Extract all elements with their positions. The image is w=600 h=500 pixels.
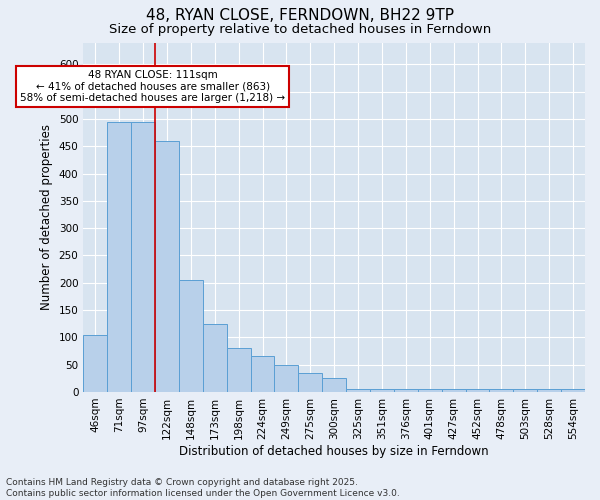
Bar	[370, 389, 394, 392]
Text: 48, RYAN CLOSE, FERNDOWN, BH22 9TP: 48, RYAN CLOSE, FERNDOWN, BH22 9TP	[146, 8, 454, 22]
Bar	[298, 373, 322, 392]
Bar	[274, 364, 298, 392]
Text: Contains HM Land Registry data © Crown copyright and database right 2025.
Contai: Contains HM Land Registry data © Crown c…	[6, 478, 400, 498]
Bar	[346, 389, 370, 392]
X-axis label: Distribution of detached houses by size in Ferndown: Distribution of detached houses by size …	[179, 444, 489, 458]
Bar	[394, 389, 418, 392]
Bar	[131, 122, 155, 392]
Text: 48 RYAN CLOSE: 111sqm
← 41% of detached houses are smaller (863)
58% of semi-det: 48 RYAN CLOSE: 111sqm ← 41% of detached …	[20, 70, 285, 103]
Y-axis label: Number of detached properties: Number of detached properties	[40, 124, 53, 310]
Bar	[442, 389, 466, 392]
Bar	[322, 378, 346, 392]
Bar	[251, 356, 274, 392]
Text: Size of property relative to detached houses in Ferndown: Size of property relative to detached ho…	[109, 22, 491, 36]
Bar	[466, 389, 490, 392]
Bar	[203, 324, 227, 392]
Bar	[537, 389, 561, 392]
Bar	[179, 280, 203, 392]
Bar	[107, 122, 131, 392]
Bar	[514, 389, 537, 392]
Bar	[561, 389, 585, 392]
Bar	[490, 389, 514, 392]
Bar	[418, 389, 442, 392]
Bar	[155, 141, 179, 392]
Bar	[83, 334, 107, 392]
Bar	[227, 348, 251, 392]
